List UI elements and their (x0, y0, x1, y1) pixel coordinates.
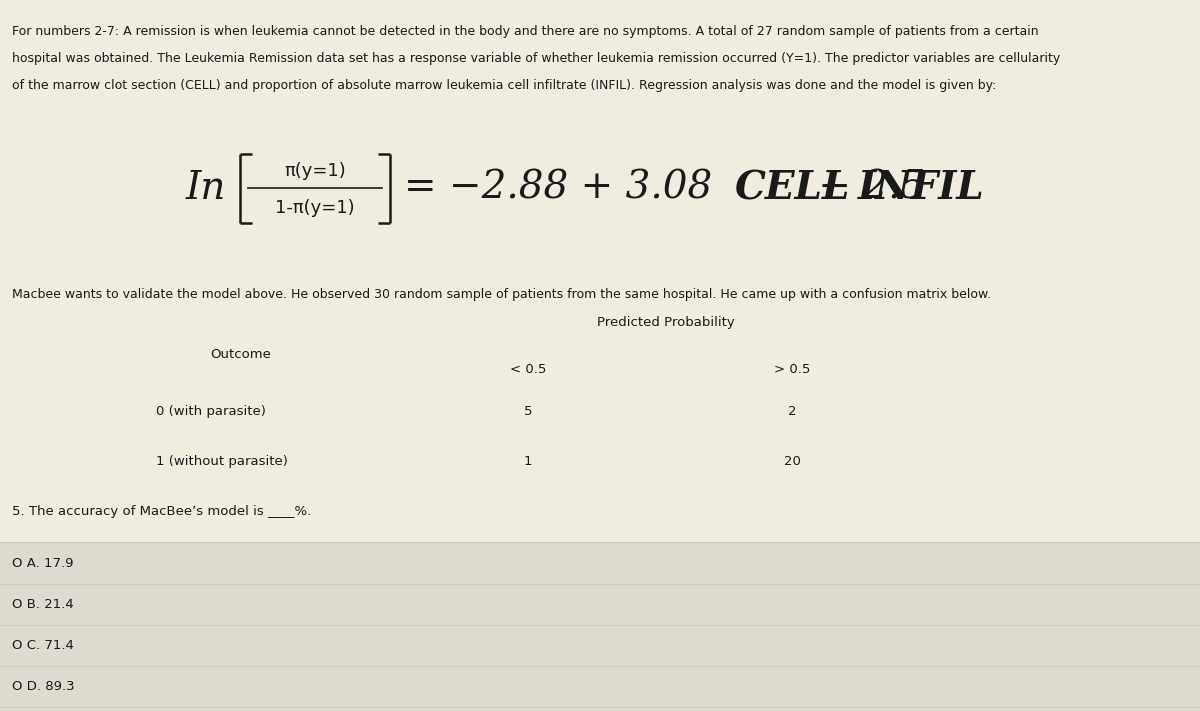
Text: CELL: CELL (734, 169, 850, 208)
Text: O A. 17.9: O A. 17.9 (12, 557, 73, 570)
Text: 20: 20 (784, 455, 800, 468)
FancyBboxPatch shape (0, 542, 1200, 711)
Text: Predicted Probability: Predicted Probability (598, 316, 734, 329)
Text: O B. 21.4: O B. 21.4 (12, 598, 73, 611)
Text: Macbee wants to validate the model above. He observed 30 random sample of patien: Macbee wants to validate the model above… (12, 288, 991, 301)
Text: = −2.88 + 3.08: = −2.88 + 3.08 (404, 170, 713, 207)
Text: INFIL: INFIL (858, 169, 985, 208)
Text: O D. 89.3: O D. 89.3 (12, 680, 74, 693)
Text: hospital was obtained. The Leukemia Remission data set has a response variable o: hospital was obtained. The Leukemia Remi… (12, 52, 1061, 65)
Text: < 0.5: < 0.5 (510, 363, 546, 375)
Text: Outcome: Outcome (210, 348, 271, 361)
Text: 5: 5 (523, 405, 533, 418)
Text: O C. 71.4: O C. 71.4 (12, 639, 74, 652)
Text: 1-π(y=1): 1-π(y=1) (275, 199, 355, 218)
Text: − 2.5: − 2.5 (806, 170, 925, 207)
Text: 2: 2 (787, 405, 797, 418)
Text: For numbers 2-7: A remission is when leukemia cannot be detected in the body and: For numbers 2-7: A remission is when leu… (12, 25, 1039, 38)
Text: 5. The accuracy of MacBee’s model is ____%.: 5. The accuracy of MacBee’s model is ___… (12, 505, 311, 518)
Text: 1: 1 (523, 455, 533, 468)
Text: > 0.5: > 0.5 (774, 363, 810, 375)
Text: 1 (without parasite): 1 (without parasite) (156, 455, 288, 468)
Text: In: In (186, 170, 227, 207)
Text: of the marrow clot section (CELL) and proportion of absolute marrow leukemia cel: of the marrow clot section (CELL) and pr… (12, 79, 996, 92)
Text: π(y=1): π(y=1) (284, 161, 346, 180)
Text: 0 (with parasite): 0 (with parasite) (156, 405, 266, 418)
